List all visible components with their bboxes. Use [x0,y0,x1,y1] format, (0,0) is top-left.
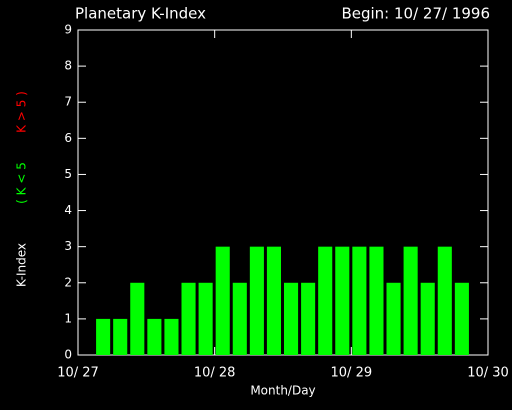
chart-title: Planetary K-Index [75,5,206,23]
y-tick-label: 6 [64,131,72,145]
bar [386,282,401,355]
x-axis-label: Month/Day [250,384,315,398]
bar [249,246,264,355]
y-tick-label: 9 [64,23,72,37]
x-tick-label: 10/ 28 [194,366,236,381]
bar [437,246,452,355]
bar [198,282,213,355]
bar [352,246,367,355]
bar [147,318,162,355]
y-tick-label: 7 [64,95,72,109]
y-tick-label: 1 [64,311,72,325]
bar [335,246,350,355]
bar [113,318,128,355]
legend-entry: ( K < 5 [15,162,29,204]
bar [181,282,196,355]
bar [266,246,281,355]
bar [164,318,179,355]
x-tick-label: 10/ 27 [57,366,99,381]
legend-entry: K > 5 ) [15,91,29,133]
bar [96,318,111,355]
y-tick-label: 5 [64,167,72,181]
bar [215,246,230,355]
y-tick-label: 3 [64,239,72,253]
bar [130,282,145,355]
bar [232,282,247,355]
bar [420,282,435,355]
bar [403,246,418,355]
y-tick-label: 8 [64,59,72,73]
bar [318,246,333,355]
x-tick-label: 10/ 30 [467,366,509,381]
y-axis-label: K-Index [15,243,29,287]
bar [369,246,384,355]
x-tick-label: 10/ 29 [331,366,373,381]
y-tick-label: 2 [64,275,72,289]
bar [284,282,299,355]
y-tick-label: 0 [64,348,72,362]
bar [301,282,316,355]
y-tick-label: 4 [64,203,72,217]
plot-frame [77,29,489,356]
bar [454,282,469,355]
chart-subtitle: Begin: 10/ 27/ 1996 [341,5,490,23]
